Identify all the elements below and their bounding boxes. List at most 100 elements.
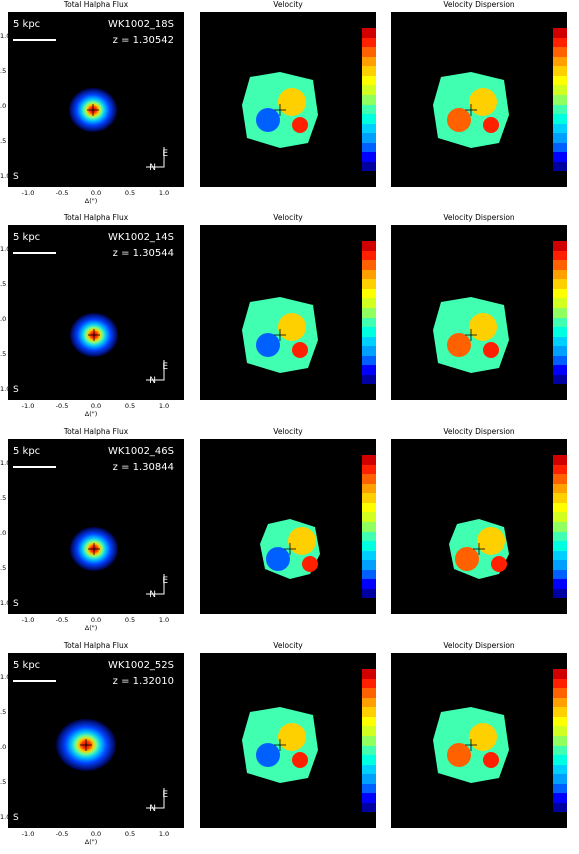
y-tick-label: 1.0 [0, 172, 11, 180]
colorbar-segment [553, 550, 567, 561]
map-image [433, 297, 509, 373]
colorbar-segment [553, 241, 567, 251]
colorbar-tick-label: 60 [542, 388, 551, 396]
x-tick-label: 1.0 [158, 189, 170, 197]
colorbar-tick-label: 28 [351, 277, 360, 286]
y-tick-label: .5 [0, 350, 7, 358]
flux-map: 5 kpc WK1002_46S z = 1.30844 S N E [8, 439, 184, 614]
redshift: z = 1.30844 [112, 462, 174, 473]
colorbar-segment [553, 171, 567, 181]
north-label: N [149, 590, 156, 600]
colorbar-segment [362, 161, 376, 172]
panel-title: Total Halpha Flux [63, 641, 129, 650]
dispersion-map [391, 225, 567, 400]
colorbar-segment [362, 56, 376, 67]
colorbar-tick-label: 50 [351, 669, 360, 677]
colorbar-segment [362, 307, 376, 318]
colorbar-segment [362, 250, 376, 261]
colorbar-segment [553, 541, 567, 551]
scale-label: 5 kpc [13, 19, 41, 30]
colorbar-tick-label: 120 [538, 57, 551, 66]
colorbar-tick-label: -38 [349, 138, 360, 147]
y-tick-label: .5 [0, 494, 7, 502]
x-tick-label: 1.0 [158, 830, 170, 838]
colorbar-segment [553, 569, 567, 580]
object-id: WK1002_18S [108, 19, 174, 30]
colorbar-segment [362, 327, 376, 337]
colorbar-segment [553, 464, 567, 475]
x-tick-label: 0.5 [124, 189, 136, 197]
colorbar-segment [362, 588, 376, 599]
colorbar-segment [553, 365, 567, 375]
colorbar-tick-label: 40 [542, 786, 551, 795]
colorbar-segment [553, 152, 567, 162]
colorbar-segment [362, 260, 376, 270]
colorbar-segment [362, 483, 376, 494]
colorbar-segment [553, 317, 567, 328]
x-tick-label: -0.5 [55, 830, 69, 838]
redshift: z = 1.30544 [112, 248, 174, 259]
velocity-map [200, 439, 376, 614]
y-tick-label: 1.0 [0, 32, 11, 40]
y-tick-label: .5 [0, 564, 7, 572]
colorbar-segment [553, 745, 567, 756]
colorbar-tick-label: 140 [538, 270, 551, 279]
colorbar-tick-label: -15 [349, 528, 360, 537]
s-label: S [13, 385, 19, 395]
colorbar [362, 455, 376, 608]
colorbar-tick-label: -70 [349, 175, 360, 183]
y-tick-label: 1.0 [0, 599, 11, 607]
colorbar-tick-label: 60 [351, 455, 360, 463]
colorbar-segment [553, 678, 567, 689]
x-axis-label: Δ(") [84, 410, 98, 418]
colorbar-tick-label: 0 [546, 175, 551, 183]
peak-region [292, 752, 308, 768]
colorbar-unit: km/s [547, 656, 564, 664]
redshift: z = 1.30542 [112, 35, 174, 46]
colorbar-segment [362, 336, 376, 347]
colorbar-segment [553, 774, 567, 784]
low-region [447, 108, 471, 132]
colorbar-segment [362, 726, 376, 736]
scale-label: 5 kpc [13, 232, 41, 243]
colorbar-segment [553, 123, 567, 134]
colorbar-segment [362, 569, 376, 580]
colorbar-segment [553, 374, 567, 385]
colorbar-unit: km/s [356, 15, 373, 23]
colorbar-segment [553, 346, 567, 356]
colorbar-segment [553, 455, 567, 465]
x-tick-label: 0.5 [124, 830, 136, 838]
colorbar-segment [362, 104, 376, 115]
map-image [449, 519, 509, 579]
colorbar-tick-label: -25 [349, 779, 360, 788]
colorbar-segment [362, 75, 376, 86]
y-tick-label: .0 [0, 102, 7, 110]
colorbar-segment [553, 735, 567, 746]
object-id: WK1002_46S [108, 446, 174, 457]
dispersion-map [391, 439, 567, 614]
colorbar-segment [553, 521, 567, 532]
colorbar-segment [362, 550, 376, 561]
colorbar-tick-label: 200 [538, 669, 551, 677]
colorbar-tick-label: 120 [538, 727, 551, 736]
y-tick-label: 1.0 [0, 459, 11, 467]
colorbar-segment [362, 123, 376, 134]
colorbar-unit: km/s [547, 442, 564, 450]
x-tick-label: 0.0 [90, 402, 102, 410]
colorbar-segment [362, 502, 376, 513]
colorbar-segment [553, 85, 567, 95]
low-region [256, 743, 280, 767]
map-image [433, 72, 509, 148]
peak-region [491, 556, 507, 572]
panel-title: Velocity [273, 427, 303, 436]
colorbar-segment [362, 669, 376, 679]
colorbar-segment [553, 28, 567, 38]
colorbar-segment [362, 279, 376, 289]
colorbar-tick-label: 160 [538, 241, 551, 249]
colorbar-segment [362, 764, 376, 775]
map-image [13, 39, 165, 168]
x-tick-label: 0.5 [124, 616, 136, 624]
colorbar-segment [553, 327, 567, 337]
colorbar-tick-label: 120 [538, 513, 551, 522]
object-id: WK1002_14S [108, 232, 174, 243]
